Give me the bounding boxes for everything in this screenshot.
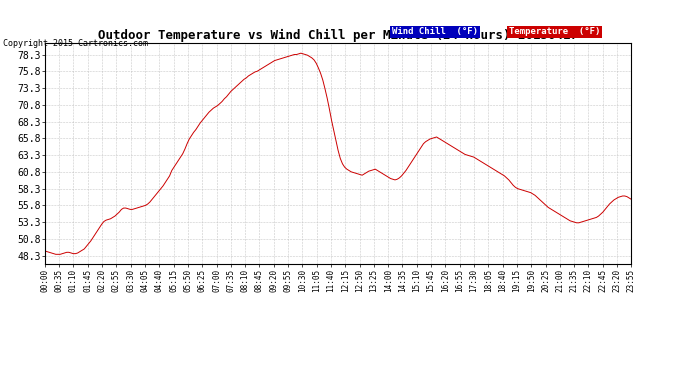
Text: Wind Chill  (°F): Wind Chill (°F) — [392, 27, 478, 36]
Title: Outdoor Temperature vs Wind Chill per Minute (24 Hours) 20150417: Outdoor Temperature vs Wind Chill per Mi… — [98, 29, 578, 42]
Text: Copyright 2015 Cartronics.com: Copyright 2015 Cartronics.com — [3, 39, 148, 48]
Text: Temperature  (°F): Temperature (°F) — [509, 27, 600, 36]
